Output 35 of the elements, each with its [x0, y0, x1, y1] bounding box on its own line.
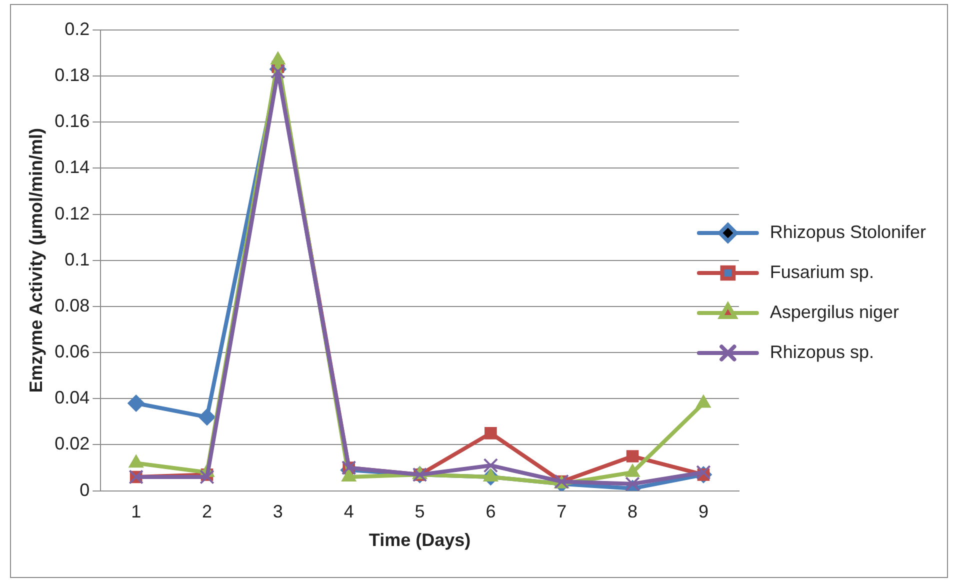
y-tick-label: 0.04 — [54, 388, 90, 408]
point — [200, 470, 214, 484]
x-tick-label: 2 — [202, 502, 212, 522]
point — [696, 465, 711, 480]
x-axis-title: Time (Days) — [368, 530, 471, 550]
point — [484, 427, 497, 440]
x-tick-label: 7 — [556, 502, 567, 522]
y-tick-label: 0.1 — [64, 249, 90, 270]
legend-label: Fusarium sp. — [770, 262, 874, 282]
y-tick-label: 0.06 — [54, 342, 90, 362]
y-tick-label: 0 — [80, 480, 90, 500]
x-tick-label: 5 — [414, 502, 425, 522]
point — [128, 394, 145, 412]
x-tick-label: 9 — [698, 502, 708, 522]
y-tick-label: 0.18 — [54, 65, 90, 86]
y-tick-label: 0.2 — [64, 18, 90, 39]
x-tick-label: 1 — [131, 502, 142, 522]
point — [270, 64, 286, 79]
x-tick-label: 6 — [486, 502, 496, 522]
point — [626, 450, 639, 462]
point — [483, 458, 498, 473]
legend-label: Rhizopus sp. — [770, 342, 874, 362]
y-axis-title: Emzyme Activity (µmol/min/ml) — [26, 128, 46, 393]
y-tick-label: 0.02 — [54, 434, 90, 454]
legend-label: Aspergilus niger — [770, 302, 899, 322]
x-tick-label: 3 — [272, 502, 283, 522]
x-tick-label: 8 — [628, 502, 638, 522]
y-tick-label: 0.08 — [54, 295, 90, 316]
x-tick-label: 4 — [344, 502, 354, 522]
legend-label: Rhizopus Stolonifer — [770, 222, 926, 242]
y-tick-label: 0.14 — [54, 157, 90, 178]
point — [625, 476, 640, 491]
y-tick-label: 0.12 — [54, 203, 90, 224]
point — [198, 408, 216, 426]
y-tick-label: 0.16 — [54, 111, 90, 132]
